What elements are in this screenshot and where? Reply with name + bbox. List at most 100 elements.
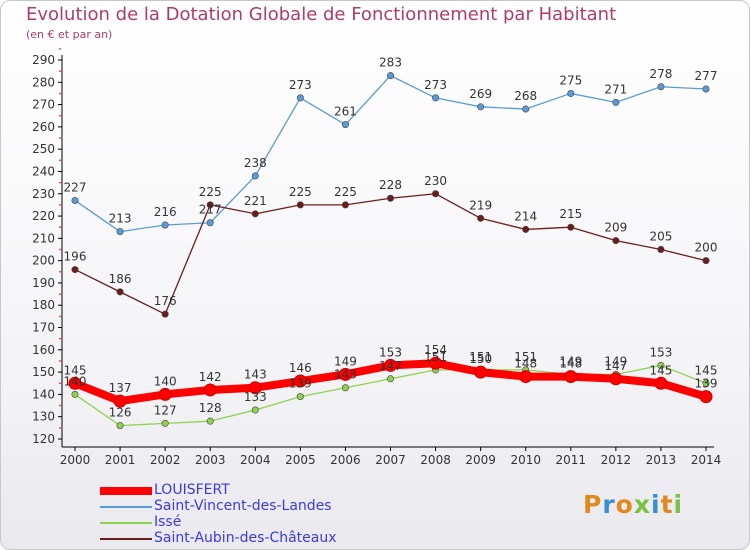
data-point [702, 85, 710, 93]
legend-swatch [100, 522, 152, 524]
data-label: 153 [379, 345, 402, 359]
data-label: 186 [109, 272, 132, 286]
y-minor-tick [59, 204, 61, 206]
data-point [474, 365, 488, 379]
x-tick-label: 2003 [195, 453, 226, 467]
logo-letter: t [660, 490, 674, 519]
data-point [116, 288, 124, 296]
y-minor-tick [59, 248, 61, 251]
data-point [429, 356, 443, 370]
data-label: 176 [154, 294, 177, 308]
data-label: 273 [424, 78, 447, 92]
data-point [522, 225, 530, 233]
data-label: 151 [469, 350, 492, 364]
data-point [386, 375, 394, 383]
data-label: 140 [64, 374, 87, 388]
data-label: 221 [244, 194, 267, 208]
chart-title: Evolution de la Dotation Globale de Fonc… [26, 4, 617, 25]
data-point [251, 172, 259, 180]
data-point [702, 257, 710, 265]
x-tick-label: 2002 [150, 453, 181, 467]
data-point [251, 406, 259, 414]
data-point [113, 394, 127, 408]
data-label: 215 [559, 207, 582, 221]
data-label: 238 [244, 156, 267, 170]
legend-swatch [100, 538, 152, 540]
y-minor-tick [59, 137, 61, 139]
series-saint-aubin-des-ch-teaux [71, 190, 710, 318]
x-tick-label: 2010 [510, 453, 541, 467]
data-point [657, 246, 665, 254]
legend-swatch [100, 487, 152, 495]
proxiti-logo: Proxiti [583, 490, 683, 519]
data-label: 149 [334, 354, 357, 368]
y-minor-tick [59, 293, 61, 295]
axes: 120 130 140 150 160 170 180 190 200 210 220 230 240 2… [32, 47, 722, 467]
x-tick-label: 2007 [375, 453, 406, 467]
x-tick-label: 2001 [105, 453, 136, 467]
data-label: 146 [289, 361, 312, 375]
data-label: 137 [109, 381, 132, 395]
data-point [296, 201, 304, 209]
legend-label: Saint-Vincent-des-Landes [154, 498, 332, 514]
y-minor-tick [59, 47, 61, 50]
data-point [341, 121, 349, 129]
y-tick-label: 250 [32, 142, 55, 156]
y-tick-label: 210 [32, 231, 55, 245]
data-point [699, 390, 713, 404]
data-point [203, 383, 217, 397]
data-label: 209 [604, 221, 627, 235]
data-label: 139 [695, 377, 718, 391]
x-tick-label: 2009 [465, 453, 496, 467]
data-label: 277 [695, 69, 718, 83]
data-label: 145 [649, 363, 672, 377]
y-minor-tick [59, 159, 61, 162]
x-tick-label: 2013 [646, 453, 677, 467]
y-minor-tick [59, 360, 61, 362]
y-tick-label: 130 [32, 410, 55, 424]
series-saint-vincent-des-landes [71, 72, 710, 236]
data-label: 142 [199, 370, 222, 384]
data-label: 147 [379, 359, 402, 373]
data-label: 225 [199, 185, 222, 199]
y-tick-label: 190 [32, 276, 55, 290]
y-minor-tick [59, 382, 61, 385]
y-minor-tick [59, 337, 61, 340]
data-point [567, 223, 575, 231]
x-tick-label: 2000 [60, 453, 91, 467]
legend-label: LOUISFERT [154, 482, 230, 498]
x-tick-label: 2008 [420, 453, 451, 467]
data-point [341, 384, 349, 392]
data-label: 154 [424, 343, 447, 357]
x-tick-label: 2014 [691, 453, 722, 467]
data-label: 127 [154, 403, 177, 417]
chart-subtitle: (en € et par an) [26, 28, 113, 41]
data-label: 228 [379, 178, 402, 192]
data-point [432, 94, 440, 102]
data-point [293, 374, 307, 388]
data-point [338, 367, 352, 381]
data-point [206, 201, 214, 209]
data-label: 261 [334, 105, 357, 119]
data-label: 225 [334, 185, 357, 199]
data-point [158, 387, 172, 401]
logo-letter: o [615, 490, 634, 519]
data-point [477, 214, 485, 222]
data-label: 219 [469, 198, 492, 212]
data-label: 149 [604, 354, 627, 368]
data-point [248, 381, 262, 395]
data-label: 269 [469, 87, 492, 101]
data-label: 230 [424, 174, 447, 188]
y-tick-label: 220 [32, 209, 55, 223]
y-minor-tick [59, 181, 61, 184]
data-label: 227 [64, 180, 87, 194]
data-point [341, 201, 349, 209]
data-label: 139 [289, 377, 312, 391]
x-tick-label: 2012 [601, 453, 632, 467]
data-label: 145 [64, 363, 87, 377]
data-point [71, 390, 79, 398]
y-tick-label: 180 [32, 298, 55, 312]
data-label: 151 [424, 350, 447, 364]
data-point [567, 89, 575, 97]
data-label: 268 [514, 89, 537, 103]
